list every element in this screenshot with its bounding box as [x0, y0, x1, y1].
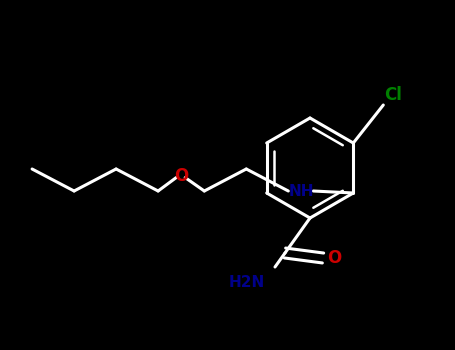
- Text: O: O: [327, 249, 341, 267]
- Text: Cl: Cl: [384, 86, 402, 104]
- Text: O: O: [174, 167, 188, 184]
- Text: H2N: H2N: [229, 275, 265, 290]
- Text: NH: NH: [288, 183, 314, 198]
